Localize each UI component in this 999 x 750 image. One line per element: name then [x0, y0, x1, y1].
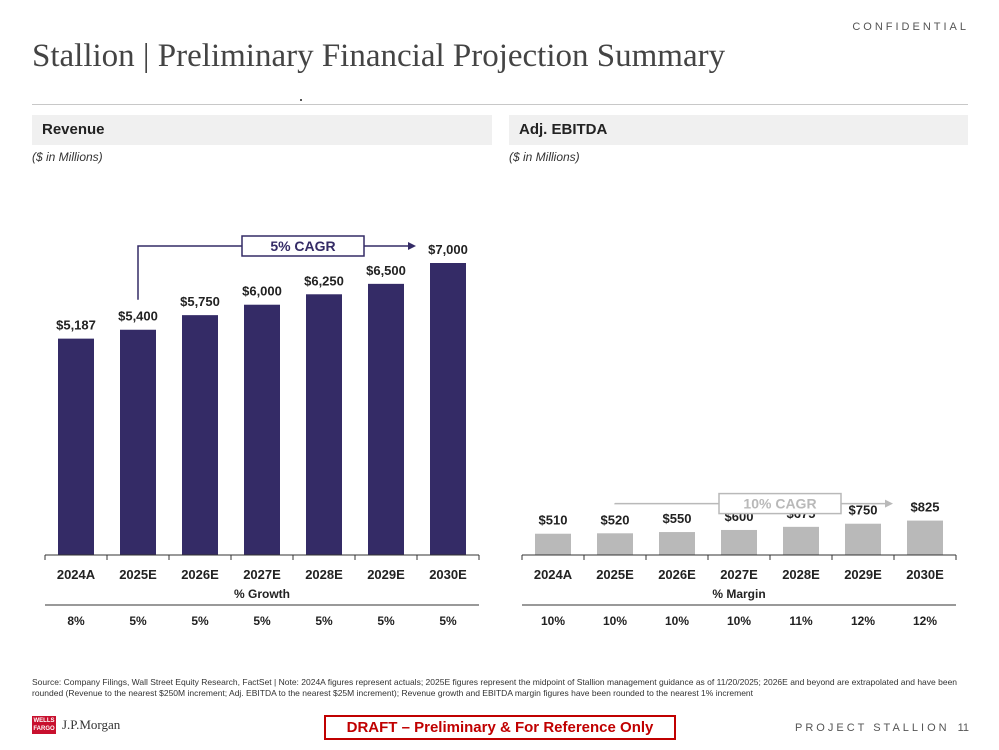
revenue-tick-label: 2029E [367, 567, 405, 582]
ebitda-chart: $5102024A10%$5202025E10%$5502026E10%$600… [521, 492, 957, 628]
ebitda-data-label: $550 [663, 511, 692, 526]
revenue-row-label: % Growth [234, 587, 290, 601]
ebitda-bar [659, 532, 695, 555]
ebitda-tick-label: 2024A [534, 567, 573, 582]
jpmorgan-logo: J.P.Morgan [62, 717, 121, 732]
ebitda-row-value: 10% [727, 614, 751, 628]
ebitda-data-label: $825 [911, 500, 940, 515]
revenue-row-value: 5% [129, 614, 147, 628]
revenue-bar [120, 329, 156, 555]
ebitda-tick-label: 2030E [906, 567, 944, 582]
ebitda-data-label: $510 [539, 513, 568, 528]
ebitda-row-value: 10% [541, 614, 565, 628]
revenue-data-label: $6,500 [366, 263, 406, 278]
revenue-tick-label: 2028E [305, 567, 343, 582]
revenue-data-label: $6,250 [304, 273, 344, 288]
ebitda-cagr-label: 10% CAGR [743, 496, 816, 512]
ebitda-row-value: 12% [913, 614, 937, 628]
revenue-tick-label: 2027E [243, 567, 281, 582]
wells-fargo-logo-bottom: FARGO [33, 726, 55, 732]
revenue-row-value: 5% [377, 614, 395, 628]
stray-dot [300, 99, 302, 101]
ebitda-data-label: $750 [849, 503, 878, 518]
ebitda-bar [845, 523, 881, 555]
ebitda-bar [907, 520, 943, 555]
revenue-bar [58, 338, 94, 555]
ebitda-bar [721, 529, 757, 555]
revenue-tick-label: 2030E [429, 567, 467, 582]
ebitda-tick-label: 2027E [720, 567, 758, 582]
revenue-bar [430, 263, 466, 555]
revenue-bar [182, 315, 218, 555]
revenue-data-label: $6,000 [242, 284, 282, 299]
ebitda-bar [783, 526, 819, 555]
ebitda-bar [597, 533, 633, 555]
revenue-data-label: $7,000 [428, 242, 468, 257]
ebitda-row-value: 10% [603, 614, 627, 628]
revenue-row-value: 5% [253, 614, 271, 628]
project-name: PROJECT STALLION [795, 722, 950, 734]
revenue-panel-header: Revenue [32, 115, 492, 145]
draft-banner: DRAFT – Preliminary & For Reference Only [324, 715, 676, 740]
ebitda-units: ($ in Millions) [509, 150, 580, 164]
ebitda-row-label: % Margin [712, 587, 765, 601]
confidential-label: CONFIDENTIAL [852, 21, 969, 33]
project-label: PROJECT STALLION 11 [795, 722, 969, 734]
revenue-row-value: 5% [439, 614, 457, 628]
ebitda-panel-header: Adj. EBITDA [509, 115, 968, 145]
ebitda-tick-label: 2026E [658, 567, 696, 582]
ebitda-row-value: 10% [665, 614, 689, 628]
revenue-bar [306, 294, 342, 555]
ebitda-tick-label: 2025E [596, 567, 634, 582]
revenue-bar [368, 283, 404, 555]
wells-fargo-logo: WELLS FARGO [32, 716, 56, 734]
source-note: Source: Company Filings, Wall Street Equ… [32, 677, 958, 698]
ebitda-cagr-box [718, 492, 842, 515]
revenue-row-value: 8% [67, 614, 85, 628]
revenue-cagr-box [241, 235, 365, 257]
revenue-row-value: 5% [315, 614, 333, 628]
revenue-tick-label: 2026E [181, 567, 219, 582]
revenue-bar [244, 304, 280, 555]
revenue-row-value: 5% [191, 614, 209, 628]
revenue-chart: $5,187 2024A 8% $5,400 2025E 5% $5,750 2026E 5% $… [44, 235, 480, 628]
ebitda-data-label: $520 [601, 512, 630, 527]
revenue-data-label: $5,187 [56, 318, 96, 333]
page-number: 11 [957, 722, 969, 734]
ebitda-bar [535, 533, 571, 555]
revenue-cagr-label: 5% CAGR [270, 238, 335, 254]
revenue-cagr-arrow [408, 242, 416, 250]
ebitda-row-value: 12% [851, 614, 875, 628]
revenue-tick-label: 2024A [57, 567, 96, 582]
revenue-tick-label: 2025E [119, 567, 157, 582]
ebitda-cagr-arrow [885, 499, 893, 508]
wells-fargo-logo-top: WELLS [33, 718, 55, 724]
revenue-units: ($ in Millions) [32, 150, 103, 164]
logos: WELLS FARGO J.P.Morgan [32, 716, 120, 734]
revenue-data-label: $5,400 [118, 309, 158, 324]
ebitda-tick-label: 2029E [844, 567, 882, 582]
title-rule [32, 104, 968, 105]
ebitda-tick-label: 2028E [782, 567, 820, 582]
page-title: Stallion | Preliminary Financial Project… [32, 38, 726, 74]
ebitda-row-value: 11% [789, 614, 813, 628]
revenue-data-label: $5,750 [180, 294, 220, 309]
